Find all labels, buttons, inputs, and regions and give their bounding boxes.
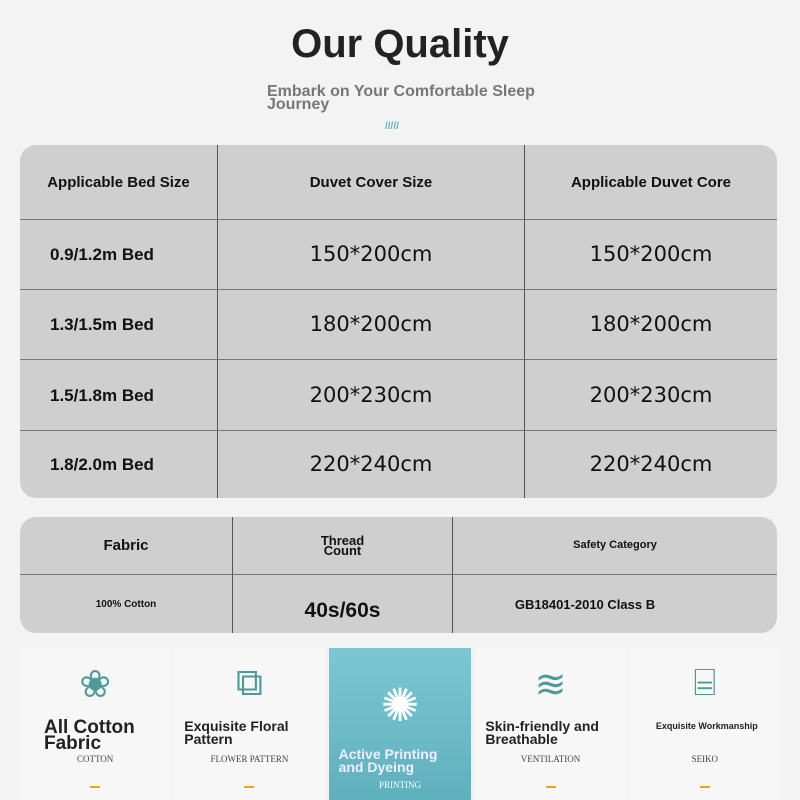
thread-spool-icon: ⌸ [693, 662, 717, 704]
feature-card-workmanship: ⌸ Exquisite Workmanship SEIKO [629, 648, 780, 800]
table-row: 0.9/1.2m Bed 150*200cm 150*200cm [20, 219, 777, 289]
cover-size: 150*200cm [217, 220, 524, 289]
duvet-core: 200*230cm [524, 360, 777, 430]
feature-subtitle: COTTON [76, 754, 114, 764]
cotton-icon: ❀ [79, 664, 112, 706]
table-row: 100% Cotton 40s/60s GB18401-2010 Class B [20, 574, 777, 633]
feature-subtitle: SEIKO [691, 754, 719, 764]
feature-card-breathable: ≋ Skin-friendly and Breathable VENTILATI… [475, 648, 626, 800]
dash-decoration [545, 786, 556, 788]
safety-category-value: GB18401-2010 Class B [452, 575, 777, 633]
feature-card-printing: ✺ Active Printing and Dyeing PRINTING [328, 648, 472, 800]
header-cover-size: Duvet Cover Size [217, 145, 524, 219]
floral-pattern-icon: ⧉ [235, 662, 264, 704]
feature-title: Exquisite Floral Pattern [184, 718, 289, 747]
feature-subtitle: FLOWER PATTERN [210, 754, 289, 764]
feature-title: All Cotton Fabric [44, 717, 135, 754]
feature-subtitle: VENTILATION [520, 754, 581, 764]
table-row: 1.3/1.5m Bed 180*200cm 180*200cm [20, 289, 777, 359]
feature-cards: ❀ All Cotton Fabric COTTON ⧉ Exquisite F… [20, 648, 780, 800]
header-bed-size: Applicable Bed Size [47, 173, 190, 191]
feature-title: Exquisite Workmanship [655, 721, 758, 731]
header-duvet-core: Applicable Duvet Core [524, 145, 777, 219]
feature-card-cotton: ❀ All Cotton Fabric COTTON [20, 648, 171, 800]
feature-card-floral: ⧉ Exquisite Floral Pattern FLOWER PATTER… [174, 648, 325, 800]
table-header-row: Fabric Thread Count Safety Category [20, 517, 777, 574]
dash-decoration [699, 786, 710, 788]
duvet-core: 220*240cm [524, 431, 777, 498]
duvet-core: 180*200cm [524, 290, 777, 359]
feature-title: Skin-friendly and Breathable [485, 718, 599, 747]
ventilation-icon: ≋ [534, 664, 567, 706]
dash-decoration [244, 786, 255, 788]
bed-size: 1.8/2.0m Bed [50, 455, 154, 474]
header-thread-count: Thread Count [232, 517, 452, 574]
cover-size: 200*230cm [217, 360, 524, 430]
thread-count-value: 40s/60s [232, 575, 452, 633]
cover-size: 220*240cm [217, 431, 524, 498]
size-table: Applicable Bed Size Duvet Cover Size App… [20, 145, 777, 498]
table-row: 1.5/1.8m Bed 200*230cm 200*230cm [20, 359, 777, 430]
table-row: 1.8/2.0m Bed 220*240cm 220*240cm [20, 430, 777, 498]
feature-subtitle: PRINTING [378, 780, 421, 790]
feature-title: Active Printing and Dyeing [338, 746, 438, 775]
bed-size: 0.9/1.2m Bed [50, 245, 154, 264]
page-title: Our Quality [291, 22, 509, 66]
fabric-value: 100% Cotton [95, 598, 157, 610]
bed-size: 1.3/1.5m Bed [50, 315, 154, 334]
fabric-table: Fabric Thread Count Safety Category 100%… [20, 517, 777, 633]
table-header-row: Applicable Bed Size Duvet Cover Size App… [20, 145, 777, 219]
bed-size: 1.5/1.8m Bed [50, 385, 154, 405]
dash-decoration [90, 786, 101, 788]
subtitle: Embark on Your Comfortable Sleep Journey [267, 83, 535, 113]
header-fabric: Fabric [103, 537, 149, 554]
cover-size: 180*200cm [217, 290, 524, 359]
stripe-decoration: ///// [385, 121, 399, 132]
header-safety-category: Safety Category [452, 517, 777, 574]
flower-icon: ✺ [380, 679, 420, 731]
duvet-core: 150*200cm [524, 220, 777, 289]
